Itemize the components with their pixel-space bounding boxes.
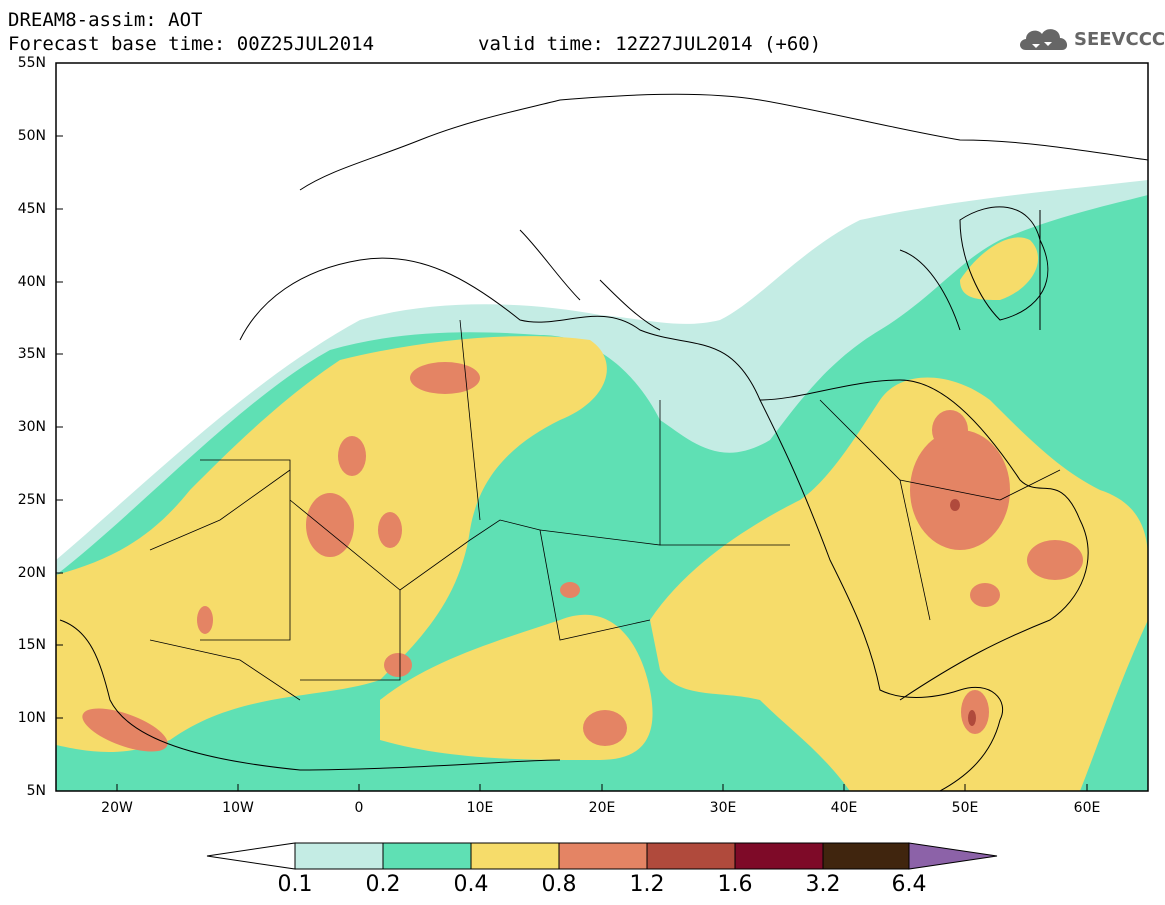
colorbar-bin-1.2 <box>646 842 736 870</box>
colorbar-label: 1.6 <box>717 872 753 897</box>
colorbar-label: 0.8 <box>541 872 577 897</box>
lon-label: 30E <box>709 800 737 816</box>
colorbar-label: 0.2 <box>365 872 401 897</box>
seevccc-logo: SEEVCCC <box>1016 20 1165 60</box>
colorbar-label: 1.2 <box>629 872 665 897</box>
lat-label: 5N <box>26 783 46 799</box>
lon-label: 50E <box>951 800 979 816</box>
title-line1: DREAM8-assim: AOT <box>8 9 203 31</box>
lat-label: 25N <box>17 492 46 508</box>
lat-label: 40N <box>17 274 46 290</box>
borders <box>149 319 1061 701</box>
cloud-icon <box>1020 29 1068 50</box>
lat-label: 10N <box>17 710 46 726</box>
colorbar-bin-0.8 <box>558 842 648 870</box>
lat-label: 35N <box>17 346 46 362</box>
valid-time: valid time: 12Z27JUL2014 (+60) <box>478 33 822 55</box>
lon-label: 10E <box>466 800 494 816</box>
colorbar-bin-0.1 <box>294 842 384 870</box>
colorbar-bin-3.2 <box>822 842 910 870</box>
aot-band-1.2 <box>950 499 976 726</box>
colorbar-bin-0.2 <box>382 842 472 870</box>
lat-label: 30N <box>17 419 46 435</box>
lon-label: 60E <box>1073 800 1101 816</box>
colorbar <box>206 842 998 870</box>
lat-label: 55N <box>17 55 46 71</box>
logo-text: SEEVCCC <box>1074 29 1165 50</box>
colorbar-under-arrow <box>206 842 296 870</box>
lat-label: 45N <box>17 201 46 217</box>
lon-label: 0 <box>354 800 364 816</box>
lat-label: 15N <box>17 637 46 653</box>
lat-label: 50N <box>17 128 46 144</box>
coastlines <box>59 93 1148 791</box>
lon-label: 20E <box>588 800 616 816</box>
lat-label: 20N <box>17 565 46 581</box>
axis-ticks <box>56 135 1088 791</box>
colorbar-label: 0.4 <box>453 872 489 897</box>
aot-band-0.4-east <box>650 377 1148 791</box>
aot-band-0.4-caspian <box>960 237 1039 300</box>
colorbar-label: 6.4 <box>891 872 927 897</box>
title-line2: Forecast base time: 00Z25JUL2014 <box>8 33 375 55</box>
lon-label: 20W <box>101 800 133 816</box>
colorbar-over-arrow <box>908 842 998 870</box>
aot-band-0.8 <box>82 362 1083 752</box>
colorbar-bin-0.4 <box>470 842 560 870</box>
colorbar-bin-1.6 <box>734 842 824 870</box>
colorbar-label: 0.1 <box>277 872 313 897</box>
aot-field <box>56 93 1148 791</box>
colorbar-label: 3.2 <box>805 872 841 897</box>
lon-label: 40E <box>830 800 858 816</box>
lon-label: 10W <box>222 800 254 816</box>
